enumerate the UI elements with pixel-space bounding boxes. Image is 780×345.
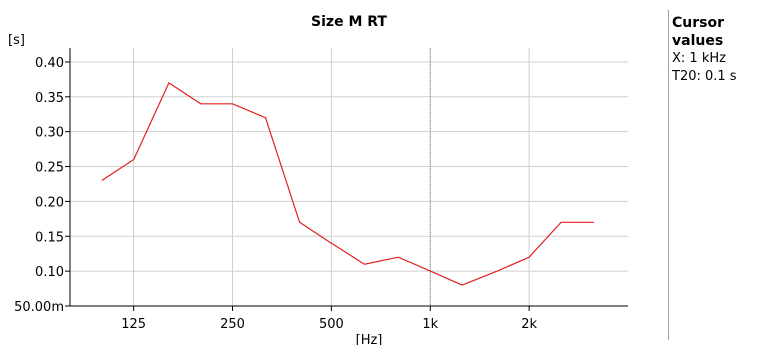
cursor-y-value: T20: 0.1 s xyxy=(672,69,737,84)
rt-chart[interactable]: Size M RT [s] 50.00m 0.10 0.15 0.20 0.25 0.30 0.… xyxy=(0,0,668,345)
chart-title: Size M RT xyxy=(311,14,387,30)
y-tick-label: 0.15 xyxy=(35,230,64,245)
x-tick-label: 125 xyxy=(121,317,146,332)
panel-divider[interactable] xyxy=(668,10,669,340)
x-tick-label: 2k xyxy=(521,317,537,332)
y-tick-label: 0.30 xyxy=(35,126,64,141)
chart-svg: Size M RT [s] 50.00m 0.10 0.15 0.20 0.25 0.30 0.… xyxy=(8,14,628,345)
cursor-x-value: X: 1 kHz xyxy=(672,51,726,66)
cursor-values-panel: Cursor values X: 1 kHz T20: 0.1 s xyxy=(672,14,778,86)
y-tick-label: 0.35 xyxy=(35,91,64,106)
x-tick-label: 1k xyxy=(422,317,438,332)
y-axis-label: [s] xyxy=(8,33,25,48)
y-tick-label: 0.40 xyxy=(35,56,64,71)
y-tick-label: 50.00m xyxy=(14,300,64,315)
y-tick-label: 0.25 xyxy=(35,161,64,176)
y-tick-label: 0.20 xyxy=(35,195,64,210)
series-line xyxy=(101,82,594,286)
x-tick-label: 500 xyxy=(319,317,344,332)
y-tick-label: 0.10 xyxy=(35,265,64,280)
x-tick-label: 250 xyxy=(220,317,245,332)
x-axis-label: [Hz] xyxy=(356,333,383,345)
cursor-values-title: Cursor values xyxy=(672,15,725,49)
